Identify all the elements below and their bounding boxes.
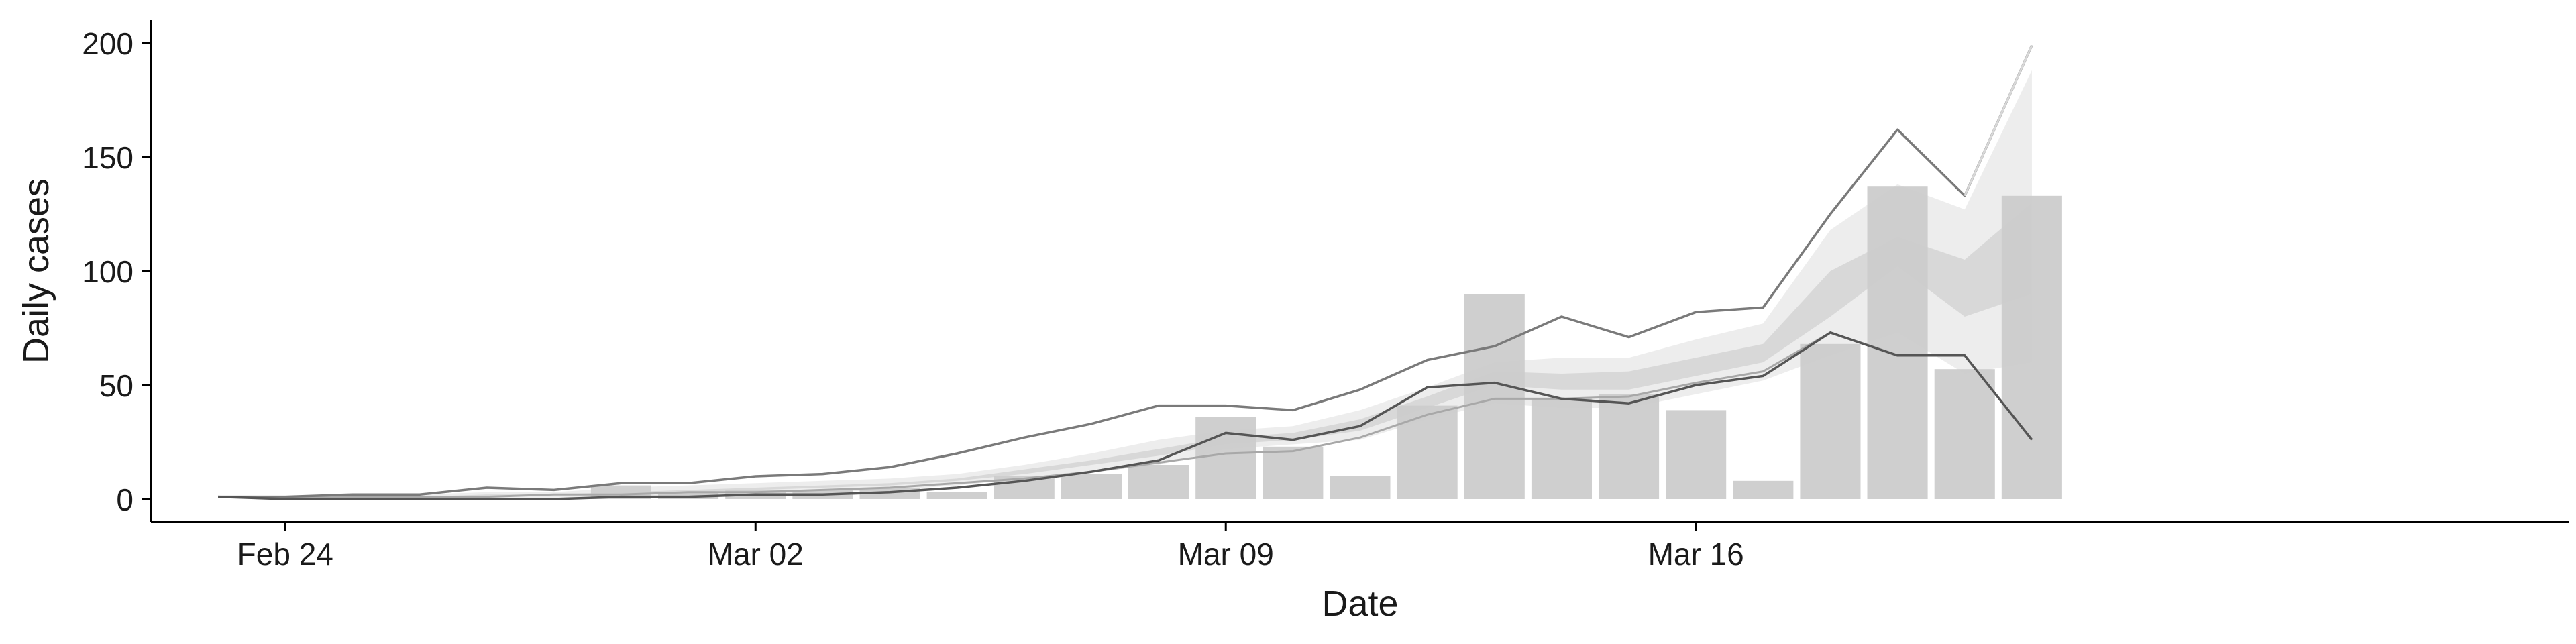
bar-2020-03-21 bbox=[2001, 195, 2062, 499]
bar-2020-03-12 bbox=[1397, 405, 1458, 499]
y-tick-label: 150 bbox=[82, 140, 133, 175]
y-axis-label: Daily cases bbox=[16, 178, 56, 364]
axes: 0 50 100 150 200 Feb 24 Mar 02 Mar 09 Mar 16 bbox=[82, 20, 2569, 572]
bar-2020-03-05 bbox=[926, 492, 987, 499]
x-tick-label: Mar 02 bbox=[708, 537, 804, 572]
bar-2020-03-16 bbox=[1666, 410, 1727, 499]
bar-2020-03-15 bbox=[1599, 394, 1660, 499]
x-tick-label: Feb 24 bbox=[237, 537, 333, 572]
bar-2020-03-18 bbox=[1800, 343, 1861, 499]
y-axis-ticks: 0 50 100 150 200 bbox=[82, 26, 151, 517]
x-tick-label: Mar 09 bbox=[1178, 537, 1274, 572]
bar-2020-03-20 bbox=[1934, 369, 1995, 499]
bar-2020-03-10 bbox=[1263, 446, 1324, 499]
bar-2020-03-11 bbox=[1330, 476, 1391, 499]
x-axis-label: Date bbox=[1322, 584, 1398, 624]
bar-2020-03-09 bbox=[1195, 417, 1256, 499]
credible-interval-bands bbox=[218, 70, 2032, 500]
y-tick-label: 100 bbox=[82, 254, 133, 289]
daily-case-bars bbox=[590, 186, 2062, 499]
bar-2020-03-17 bbox=[1733, 480, 1794, 499]
bar-2020-03-13 bbox=[1464, 294, 1525, 499]
line-faint bbox=[1964, 44, 2033, 197]
y-tick-label: 200 bbox=[82, 26, 133, 61]
band-outer bbox=[218, 70, 2032, 500]
x-axis-ticks: Feb 24 Mar 02 Mar 09 Mar 16 bbox=[237, 522, 1744, 572]
line-mid bbox=[218, 44, 2033, 498]
line-dark bbox=[218, 331, 2033, 500]
bar-2020-03-07 bbox=[1061, 474, 1122, 499]
y-tick-label: 0 bbox=[116, 482, 133, 517]
projection-lines bbox=[218, 44, 2033, 500]
x-tick-label: Mar 16 bbox=[1648, 537, 1744, 572]
y-tick-label: 50 bbox=[99, 368, 133, 403]
bar-2020-03-08 bbox=[1128, 465, 1189, 499]
bar-2020-03-19 bbox=[1867, 186, 1928, 499]
bar-2020-03-14 bbox=[1531, 398, 1592, 499]
